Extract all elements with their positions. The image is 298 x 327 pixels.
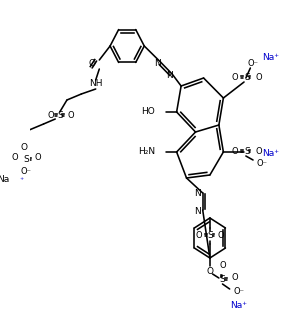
Text: O: O	[232, 147, 238, 157]
Text: ⁺: ⁺	[19, 176, 23, 184]
Text: Na⁺: Na⁺	[230, 301, 247, 311]
Text: O⁻: O⁻	[248, 60, 259, 68]
Text: O: O	[196, 232, 202, 240]
Text: H₂N: H₂N	[138, 147, 155, 157]
Text: S: S	[220, 276, 225, 284]
Text: N: N	[154, 59, 161, 67]
Text: O⁻: O⁻	[257, 160, 268, 168]
Text: S: S	[24, 156, 30, 164]
Text: O: O	[67, 112, 74, 121]
Text: O: O	[232, 273, 238, 283]
Text: O: O	[255, 74, 262, 82]
Text: NH: NH	[89, 79, 103, 89]
Text: O: O	[219, 262, 226, 270]
Text: S: S	[58, 112, 63, 121]
Text: N: N	[194, 206, 201, 215]
Text: O: O	[232, 74, 238, 82]
Text: O: O	[12, 153, 18, 163]
Text: O: O	[47, 112, 54, 121]
Text: N: N	[166, 71, 173, 79]
Text: Na⁺: Na⁺	[263, 54, 280, 62]
Text: O: O	[20, 143, 27, 151]
Text: O⁻: O⁻	[233, 287, 244, 297]
Text: Na⁺: Na⁺	[263, 149, 280, 159]
Text: N: N	[194, 190, 201, 198]
Text: O: O	[207, 267, 213, 276]
Text: O: O	[255, 147, 262, 157]
Text: O: O	[89, 60, 96, 68]
Text: S: S	[207, 232, 213, 240]
Text: S: S	[244, 147, 250, 157]
Text: O⁻: O⁻	[20, 167, 31, 177]
Text: HO: HO	[141, 108, 155, 116]
Text: S: S	[244, 74, 250, 82]
Text: O: O	[217, 232, 224, 240]
Text: Na: Na	[0, 176, 10, 184]
Text: O: O	[35, 153, 41, 163]
